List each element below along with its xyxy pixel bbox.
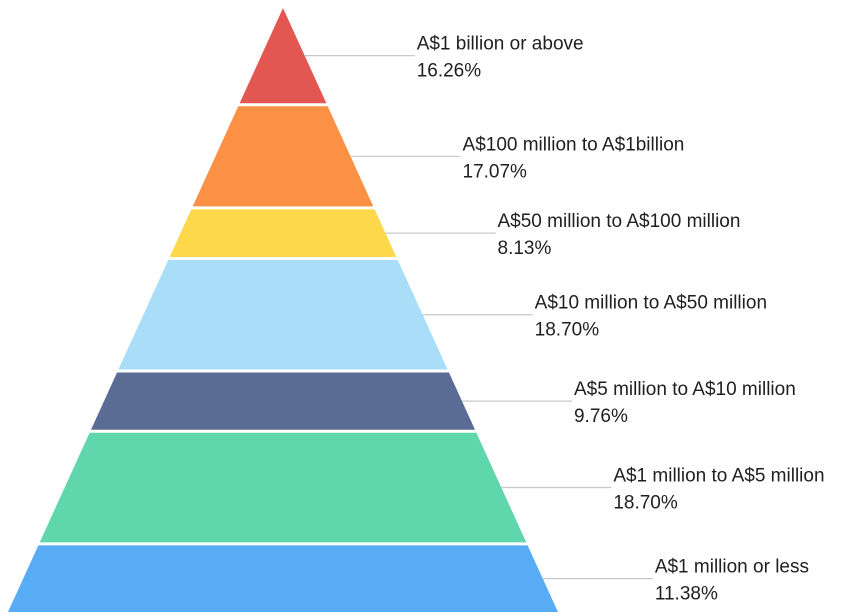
pyramid-segment: [192, 106, 374, 207]
pyramid-segment: [118, 259, 448, 370]
segment-category-label: A$1 billion or above: [417, 34, 584, 55]
pyramid-segment: [239, 8, 327, 104]
segment-value-label: 18.70%: [613, 493, 678, 514]
segment-category-label: A$10 million to A$50 million: [535, 293, 767, 314]
segment-value-label: 8.13%: [498, 238, 552, 259]
pyramid-segment: [8, 545, 558, 612]
segment-category-label: A$5 million to A$10 million: [574, 379, 796, 400]
segment-value-label: 9.76%: [574, 406, 628, 427]
pyramid-segment: [169, 209, 397, 257]
segment-value-label: 16.26%: [417, 61, 482, 82]
segment-value-label: 18.70%: [535, 320, 600, 341]
pyramid-segment: [90, 372, 476, 430]
segment-labels: A$1 billion or above 16.26% A$100 million …: [417, 34, 825, 605]
segment-category-label: A$50 million to A$100 million: [498, 211, 741, 232]
segment-value-label: 11.38%: [655, 584, 718, 605]
leader-lines: [304, 55, 653, 580]
segment-category-label: A$1 million or less: [655, 557, 809, 578]
segment-value-label: 17.07%: [463, 161, 528, 182]
segment-category-label: A$1 million to A$5 million: [613, 466, 824, 487]
pyramid-segments: [8, 8, 558, 612]
pyramid-segment: [39, 432, 527, 543]
segment-category-label: A$100 million to A$1billion: [463, 134, 685, 155]
